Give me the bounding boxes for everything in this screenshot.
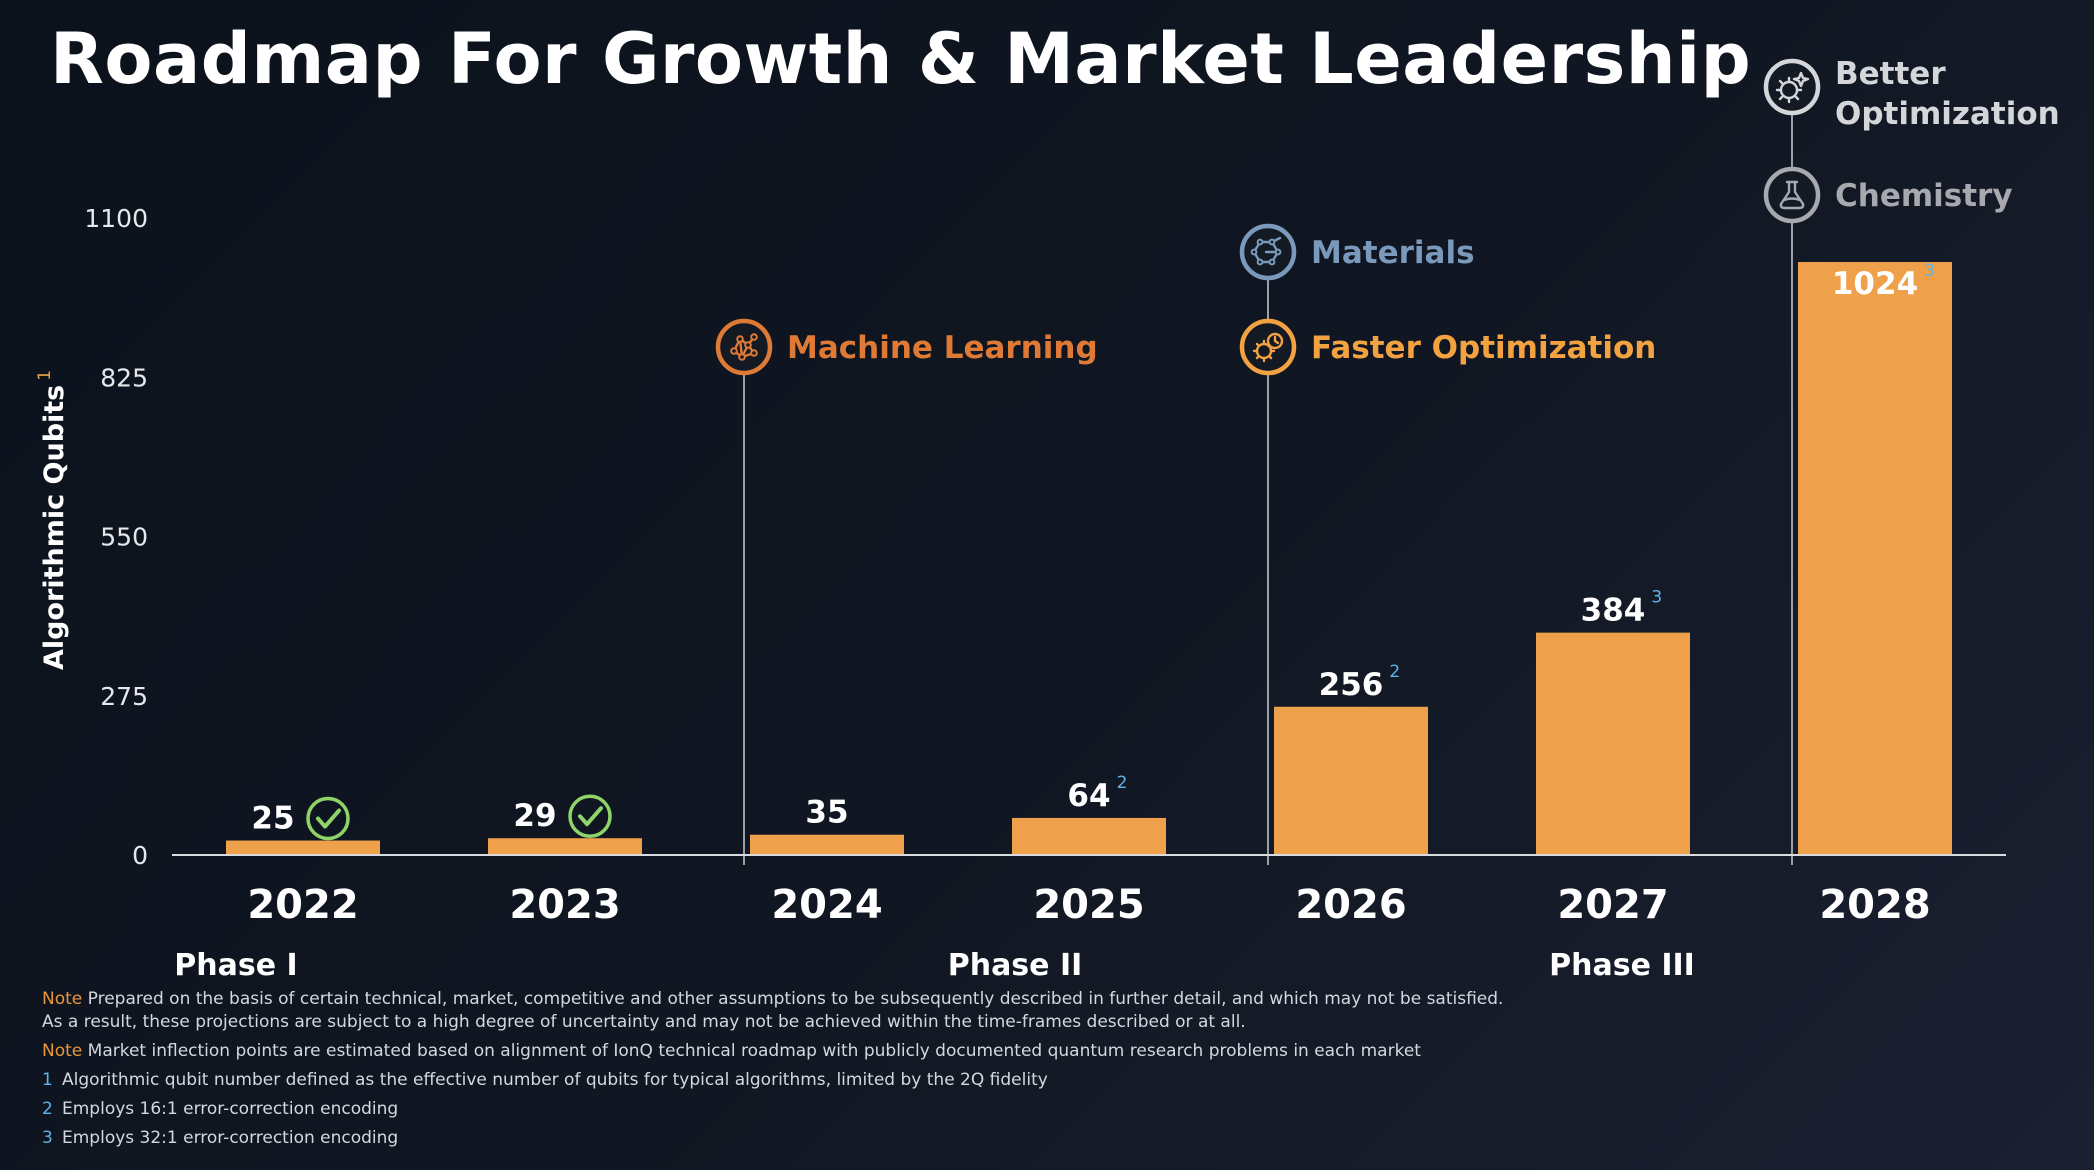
value-label: 29 xyxy=(513,798,556,834)
x-tick-label: 2028 xyxy=(1819,882,1930,928)
note-tag: Note xyxy=(42,989,83,1009)
x-tick-label: 2027 xyxy=(1557,882,1668,928)
phase-label: Phase III xyxy=(1549,948,1695,983)
bar-2028 xyxy=(1798,262,1952,856)
footnote-3: 3 Employs 32:1 error-correction encoding xyxy=(42,1127,1582,1150)
footnote-text: Employs 32:1 error-correction encoding xyxy=(62,1128,399,1148)
y-tick-label: 825 xyxy=(100,363,148,392)
check-circle-icon xyxy=(306,796,350,841)
footnote-2: 2 Employs 16:1 error-correction encoding xyxy=(42,1098,1582,1121)
annotation-label: Better xyxy=(1835,56,1946,92)
bar-2024 xyxy=(750,834,904,855)
value-superscript: 3 xyxy=(1651,588,1662,608)
y-tick-label: 1100 xyxy=(84,204,148,233)
molecule-icon xyxy=(1239,223,1297,281)
note-1: Note Prepared on the basis of certain te… xyxy=(42,988,1582,1034)
footnote-1: 1 Algorithmic qubit number defined as the… xyxy=(42,1069,1582,1092)
page-title: Roadmap For Growth & Market Leadership xyxy=(50,18,1752,100)
value-superscript: 2 xyxy=(1389,662,1400,682)
annotation-label: Machine Learning xyxy=(787,330,1098,366)
x-tick-label: 2022 xyxy=(247,882,358,928)
phase-label: Phase I xyxy=(174,948,297,983)
y-tick-label: 0 xyxy=(132,841,148,870)
neural-network-icon xyxy=(715,318,773,376)
note-text: Market inflection points are estimated b… xyxy=(87,1041,1421,1061)
value-superscript: 3 xyxy=(1924,261,1935,281)
bar-2022 xyxy=(226,840,380,855)
value-superscript: 2 xyxy=(1117,773,1128,793)
footnote-text: Algorithmic qubit number defined as the … xyxy=(62,1070,1048,1090)
bar-2026 xyxy=(1274,706,1428,855)
footnote-number: 1 xyxy=(42,1070,53,1090)
y-axis-label-superscript: 1 xyxy=(35,370,55,381)
note-2: Note Market inflection points are estima… xyxy=(42,1040,1582,1063)
bar-2025 xyxy=(1012,817,1166,855)
x-tick-label: 2023 xyxy=(509,882,620,928)
phase-label: Phase II xyxy=(948,948,1083,983)
value-label: 64 xyxy=(1067,778,1110,814)
y-tick-label: 550 xyxy=(100,523,148,552)
footnote-number: 3 xyxy=(42,1128,53,1148)
value-label: 384 xyxy=(1581,593,1646,629)
value-label: 35 xyxy=(805,795,848,831)
bar-2023 xyxy=(488,838,642,855)
check-circle-icon xyxy=(568,794,612,838)
y-axis-label: Algorithmic Qubits xyxy=(39,385,70,670)
annotation-label: Materials xyxy=(1311,235,1475,271)
note-text-continued: As a result, these projections are subje… xyxy=(42,1012,1246,1032)
x-tick-label: 2024 xyxy=(771,882,882,928)
y-tick-label: 275 xyxy=(100,682,148,711)
bar-2027 xyxy=(1536,632,1690,855)
annotation-label: Chemistry xyxy=(1835,178,2013,214)
value-label: 1024 xyxy=(1832,266,1918,302)
notes-section: Note Prepared on the basis of certain te… xyxy=(42,988,1582,1156)
bar-chart: 0 275 550 825 1100 Algorithmic Qubits 1 2022 202… xyxy=(35,56,2060,983)
value-label: 25 xyxy=(251,801,294,837)
footnote-text: Employs 16:1 error-correction encoding xyxy=(62,1099,399,1119)
gear-sparkle-icon xyxy=(1763,58,1821,116)
x-tick-label: 2025 xyxy=(1033,882,1144,928)
value-label: 256 xyxy=(1319,667,1384,703)
note-text: Prepared on the basis of certain technic… xyxy=(87,989,1504,1009)
note-tag: Note xyxy=(42,1041,83,1061)
x-tick-label: 2026 xyxy=(1295,882,1406,928)
annotation-label: Faster Optimization xyxy=(1311,330,1656,366)
annotation-label: Optimization xyxy=(1835,96,2060,132)
gear-clock-icon xyxy=(1239,318,1297,376)
footnote-number: 2 xyxy=(42,1099,53,1119)
flask-icon xyxy=(1763,166,1821,224)
